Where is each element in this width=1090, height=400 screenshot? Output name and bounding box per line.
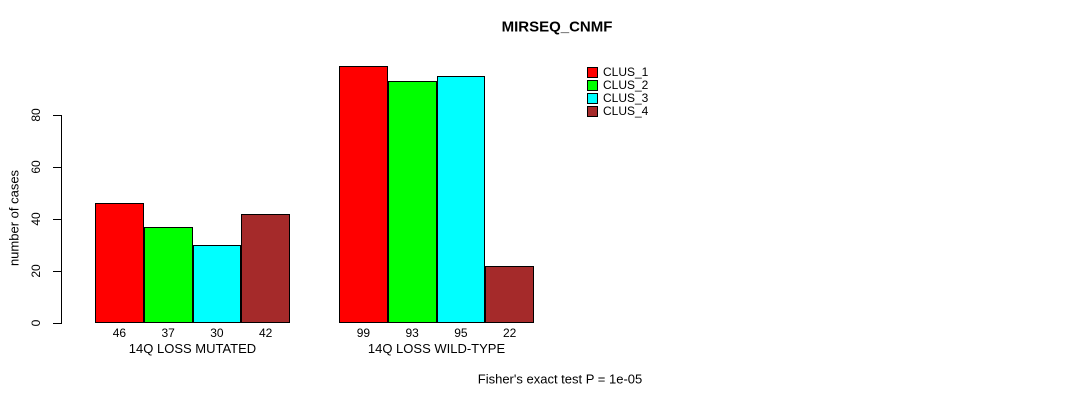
bar-value-label: 37 [161,326,175,340]
legend-swatch-icon [587,80,598,91]
legend-label: CLUS_3 [603,91,649,105]
y-axis-tick [53,270,61,272]
bar-value-label: 93 [405,326,419,340]
legend-entry-clus_2: CLUS_2 [587,79,648,92]
bar-clus_1-group1 [95,203,144,323]
legend-swatch-icon [587,93,598,104]
legend-entry-clus_1: CLUS_1 [587,66,648,79]
legend-entry-clus_4: CLUS_4 [587,105,648,118]
footnote: Fisher's exact test P = 1e-05 [477,371,643,387]
y-axis-tick-label: 0 [29,319,43,326]
bar-clus_3-group1 [192,245,242,323]
bar-value-label: 99 [356,326,371,340]
legend-swatch-icon [587,106,598,117]
y-axis-line [61,114,62,324]
legend-entry-clus_3: CLUS_3 [587,92,648,105]
bar-value-label: 22 [502,326,517,340]
bar-clus_4-group2 [485,265,534,323]
chart-title: MIRSEQ_CNMF [501,18,613,36]
legend: CLUS_1 CLUS_2 CLUS_3 CLUS_4 [587,66,648,118]
y-axis-tick [53,114,61,116]
bar-clus_2-group1 [143,226,193,323]
legend-label: CLUS_4 [603,104,649,118]
bar-value-label: 95 [454,326,468,340]
bar-clus_4-group1 [241,213,290,323]
y-axis-tick [53,218,61,220]
y-axis-tick-label: 20 [29,263,43,278]
legend-label: CLUS_1 [603,65,649,79]
y-axis-tick-label: 80 [29,107,43,122]
bar-clus_3-group2 [436,76,486,323]
legend-label: CLUS_2 [603,78,649,92]
y-axis-tick [53,166,61,168]
y-axis-tick-label: 40 [29,211,43,226]
bar-value-label: 42 [258,326,273,340]
group-label: 14Q LOSS MUTATED [128,341,257,356]
bar-value-label: 46 [112,326,127,340]
bar-clus_1-group2 [339,65,388,323]
y-axis-tick [53,322,61,324]
bar-clus_2-group2 [387,81,437,323]
legend-swatch-icon [587,67,598,78]
group-label: 14Q LOSS WILD-TYPE [367,341,506,356]
y-axis-title: number of cases [6,169,22,267]
y-axis-tick-label: 60 [29,159,43,174]
bar-value-label: 30 [210,326,224,340]
